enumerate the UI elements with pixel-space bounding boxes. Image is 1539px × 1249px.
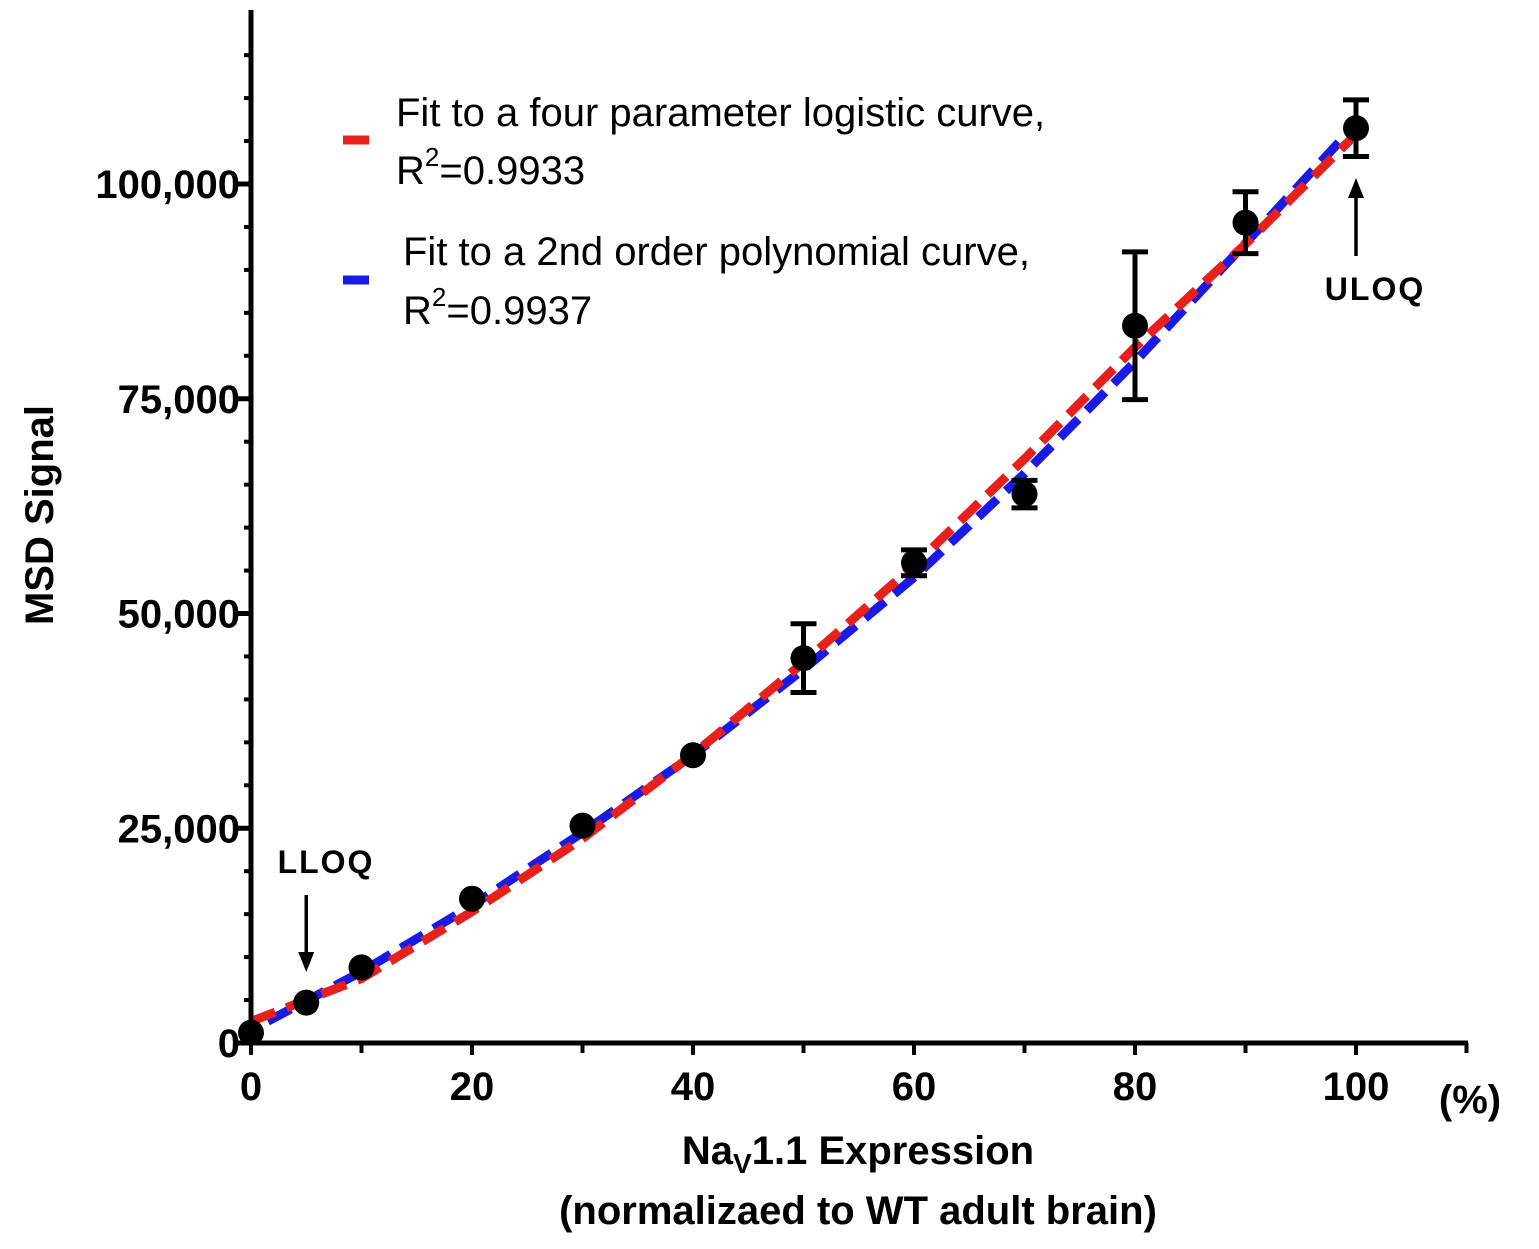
data-point (901, 549, 927, 576)
legend-r2: R2=0.9933 (396, 142, 585, 193)
legend-r2-value: =0.9933 (439, 149, 585, 193)
y-tick-label: 75,000 (118, 378, 240, 422)
annotation-label: ULOQ (1325, 271, 1425, 307)
x-tick-label: 80 (1113, 1065, 1158, 1109)
data-point (238, 1019, 264, 1046)
x-axis-title-suffix: 1.1 Expression (752, 1129, 1034, 1173)
legend-r2-value: =0.9937 (446, 289, 592, 333)
x-tick-label: 100 (1323, 1065, 1390, 1109)
legend-r2-superscript: 2 (432, 282, 446, 312)
x-tick-label: 40 (671, 1065, 716, 1109)
data-point (569, 812, 596, 839)
data-point (293, 989, 320, 1016)
fit-curve-polynomial (248, 120, 1360, 1035)
legend-r2-prefix: R (396, 149, 425, 193)
y-tick-label: 50,000 (118, 593, 240, 637)
legend-label: Fit to a four parameter logistic curve, (396, 91, 1045, 135)
x-axis-title: NaV1.1 Expression (682, 1129, 1034, 1179)
legend: Fit to a four parameter logistic curve, R… (343, 91, 1045, 333)
y-axis-title: MSD Signal (18, 405, 62, 625)
annotations: LLOQ ULOQ (278, 178, 1425, 972)
legend-label: Fit to a 2nd order polynomial curve, (403, 230, 1030, 274)
x-tick-label: 60 (892, 1065, 937, 1109)
x-unit-label: (%) (1439, 1078, 1501, 1122)
data-points (238, 97, 1369, 1046)
data-point (1343, 115, 1369, 142)
x-axis-title-subscript: V (733, 1148, 752, 1179)
axes (237, 10, 1469, 1055)
legend-r2-prefix: R (403, 289, 432, 333)
legend-r2-superscript: 2 (425, 142, 439, 172)
data-point (1232, 209, 1259, 236)
x-axis-title-line2: (normalizaed to WT adult brain) (559, 1189, 1157, 1233)
y-tick-label: 100,000 (95, 163, 240, 207)
annotation-arrowhead (1348, 178, 1364, 198)
x-tick-label: 20 (450, 1065, 495, 1109)
annotation-label: LLOQ (278, 844, 375, 880)
y-tick-label: 25,000 (118, 807, 240, 851)
x-tick-label: 0 (240, 1065, 262, 1109)
y-tick-label: 0 (218, 1022, 240, 1066)
data-point (1011, 481, 1038, 508)
data-point (1122, 312, 1148, 339)
data-point (348, 954, 375, 981)
annotation-arrowhead (298, 952, 315, 972)
legend-r2: R2=0.9937 (403, 282, 592, 333)
x-axis-title-prefix: Na (682, 1129, 734, 1173)
data-point (680, 742, 706, 769)
data-point (790, 645, 817, 672)
data-point (459, 885, 485, 912)
axis-labels: 0 25,000 50,000 75,000 100,000 0 20 40 60 80 100 (%… (18, 163, 1501, 1233)
